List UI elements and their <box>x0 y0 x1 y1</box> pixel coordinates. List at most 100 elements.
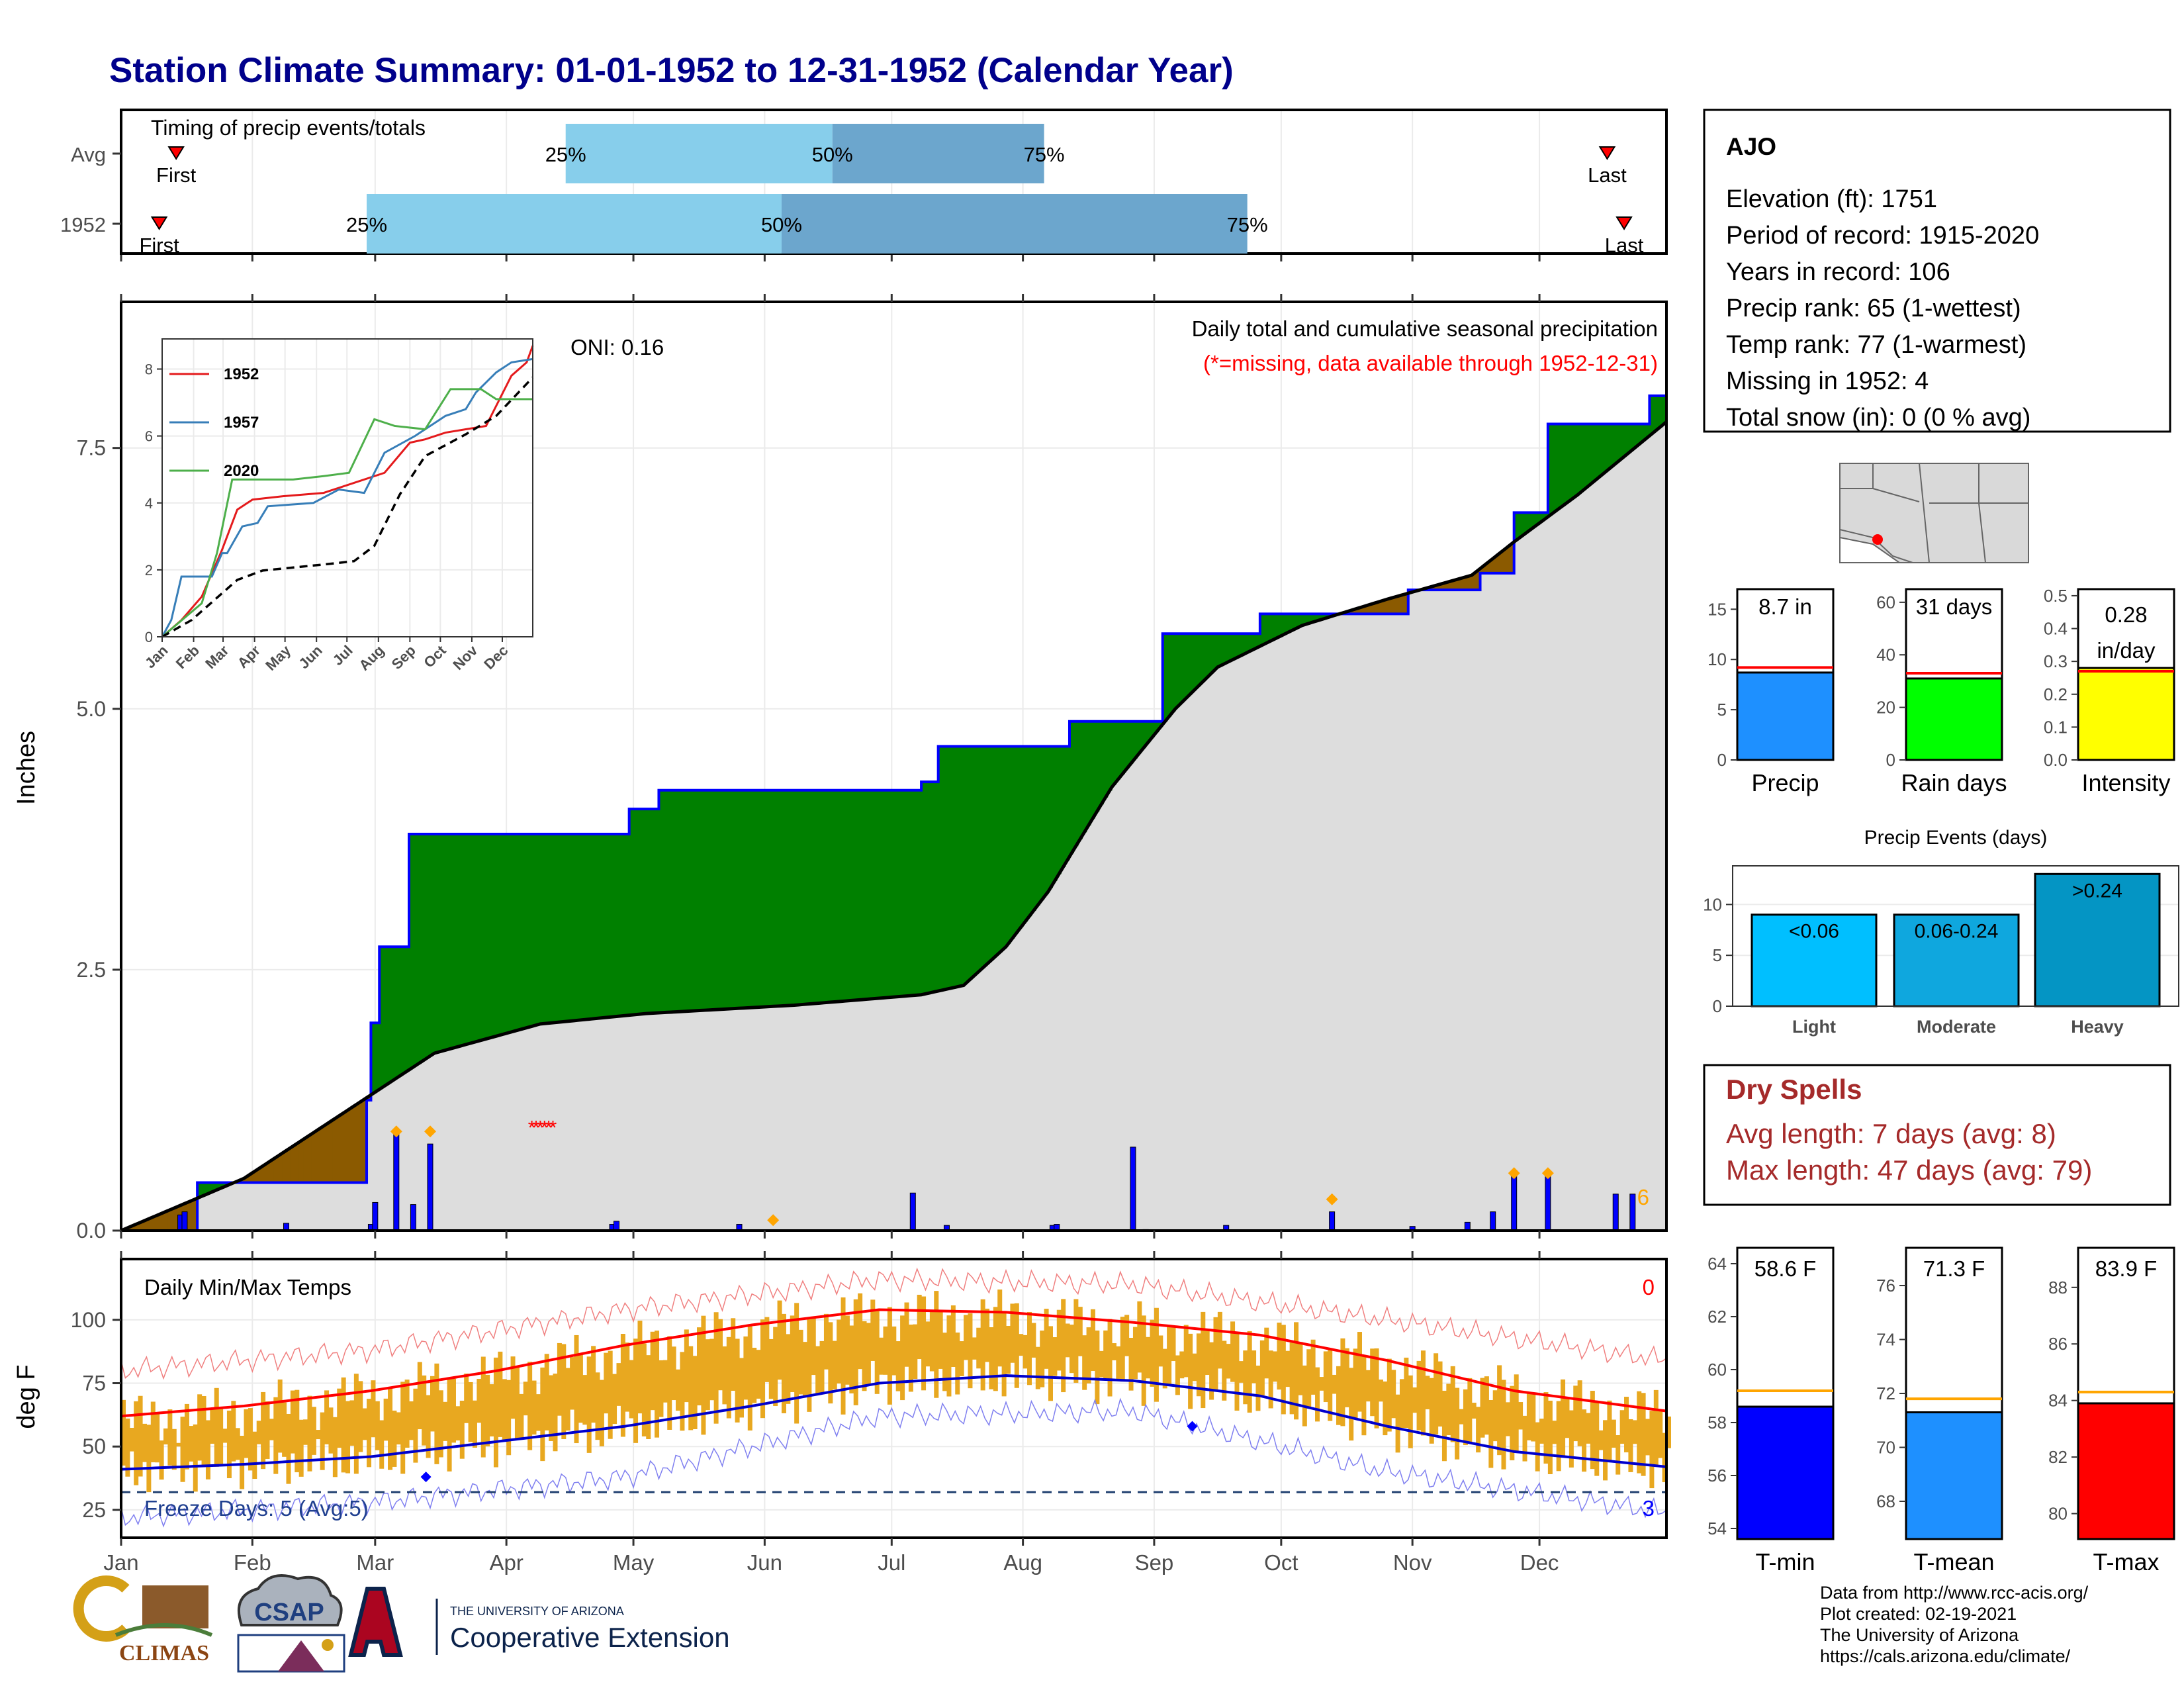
above-average-fill <box>743 790 749 1008</box>
events-tick-label: 0 <box>1713 996 1722 1016</box>
daily-temp-range-bar <box>480 1356 486 1458</box>
below-average-fill <box>269 1160 274 1183</box>
daily-temp-range-bar <box>155 1413 160 1463</box>
above-average-fill <box>1107 721 1113 791</box>
below-average-fill <box>167 1209 173 1231</box>
above-average-fill <box>455 833 461 1047</box>
daily-temp-range-bar <box>1637 1391 1642 1474</box>
daily-temp-range-bar <box>531 1380 537 1435</box>
first-event-marker <box>167 146 185 160</box>
daily-temp-range-bar <box>477 1378 482 1423</box>
daily-temp-range-bar <box>773 1327 778 1407</box>
first-event-label: First <box>156 164 197 187</box>
above-average-fill <box>422 833 427 1060</box>
temp-bar-value <box>1905 1411 2003 1540</box>
daily-temp-range-bar <box>222 1429 228 1443</box>
above-average-fill <box>917 790 922 995</box>
daily-temp-range-bar <box>519 1393 524 1439</box>
daily-temp-range-bar <box>586 1356 592 1453</box>
daily-temp-range-bar <box>514 1367 520 1440</box>
inset-legend-label: 1952 <box>224 365 259 383</box>
daily-temp-range-bar <box>189 1426 194 1462</box>
daily-temp-range-bar <box>1192 1353 1197 1382</box>
footer-line: Plot created: 02-19-2021 <box>1820 1604 2017 1624</box>
above-average-fill <box>1171 633 1176 712</box>
below-average-fill <box>273 1157 279 1183</box>
above-average-fill <box>1090 721 1095 819</box>
above-average-fill <box>222 1182 228 1187</box>
daily-temp-range-bar <box>1154 1307 1159 1402</box>
above-average-fill <box>1183 633 1189 699</box>
daily-temp-range-bar <box>1077 1307 1083 1356</box>
month-label: Jul <box>878 1550 905 1575</box>
temp-bar-tick-label: 76 <box>1876 1276 1895 1295</box>
above-average-fill <box>1010 746 1015 939</box>
daily-temp-range-bar <box>828 1322 833 1404</box>
above-average-fill <box>1289 614 1295 631</box>
events-frame <box>1732 865 2179 1007</box>
temp-count-bottom: 3 <box>1643 1496 1655 1521</box>
above-average-fill <box>637 809 643 1015</box>
daily-temp-range-bar <box>510 1356 516 1419</box>
mini-bar-tick-label: 0 <box>1886 750 1895 770</box>
daily-temp-range-bar <box>493 1357 498 1468</box>
above-average-fill <box>659 790 664 1013</box>
daily-temp-range-bar <box>692 1356 698 1429</box>
station-info-line: Temp rank: 77 (1-warmest) <box>1726 331 2026 359</box>
above-average-fill <box>1065 746 1070 861</box>
daily-temp-range-bar <box>1590 1391 1595 1470</box>
daily-temp-range-bar <box>311 1407 316 1455</box>
daily-temp-range-bar <box>472 1400 477 1448</box>
daily-temp-range-bar <box>1450 1366 1455 1442</box>
daily-temp-range-bar <box>1565 1398 1570 1438</box>
below-average-fill <box>324 1124 330 1183</box>
daily-temp-range-bar <box>891 1326 897 1376</box>
mini-bar-value-text: 31 days <box>1916 594 1993 619</box>
timing-q50-label: 50% <box>812 143 853 166</box>
daily-temp-range-bar <box>180 1417 185 1482</box>
station-location-dot <box>1872 534 1883 545</box>
above-average-fill <box>1128 721 1134 764</box>
above-average-fill <box>718 790 723 1009</box>
daily-temp-range-bar <box>655 1331 660 1438</box>
daily-temp-range-bar <box>1387 1358 1392 1432</box>
precip-ytick-label: 0.0 <box>77 1219 106 1243</box>
above-average-fill <box>1637 424 1642 445</box>
daily-temp-range-bar <box>620 1334 625 1437</box>
daily-temp-range-bar <box>1099 1350 1104 1378</box>
above-average-fill <box>523 833 528 1029</box>
daily-temp-range-bar <box>1183 1325 1189 1378</box>
above-average-fill <box>1255 633 1261 647</box>
below-average-fill <box>171 1208 177 1231</box>
daily-temp-range-bar <box>1404 1357 1409 1429</box>
daily-temp-range-bar <box>265 1401 270 1459</box>
below-average-fill <box>328 1121 334 1183</box>
inset-month-label: Mar <box>202 642 232 673</box>
daily-temp-range-bar <box>1399 1379 1404 1429</box>
daily-temp-range-bar <box>811 1318 816 1376</box>
daily-temp-range-bar <box>159 1440 164 1480</box>
last-event-label: Last <box>1588 164 1627 187</box>
daily-temp-range-bar <box>705 1339 710 1411</box>
below-average-fill <box>1395 596 1400 614</box>
above-average-fill <box>599 833 604 1018</box>
above-average-fill <box>1565 424 1570 503</box>
daily-temp-range-bar <box>1264 1327 1269 1379</box>
daily-temp-range-bar <box>1095 1330 1100 1405</box>
above-average-fill <box>879 790 884 998</box>
above-average-fill <box>413 833 418 1066</box>
above-average-fill <box>1561 424 1566 506</box>
below-average-fill <box>345 1110 351 1183</box>
daily-temp-range-bar <box>277 1379 283 1453</box>
daily-temp-range-bar <box>650 1331 655 1411</box>
above-average-fill <box>549 833 554 1023</box>
above-average-fill <box>798 790 803 1005</box>
month-label: Nov <box>1393 1550 1432 1575</box>
mini-bar-label: Precip <box>1751 769 1819 796</box>
above-average-fill <box>557 833 562 1023</box>
daily-temp-range-bar <box>468 1382 473 1442</box>
daily-temp-range-bar <box>1649 1411 1655 1489</box>
above-average-fill <box>676 790 681 1012</box>
daily-temp-range-bar <box>1488 1400 1494 1468</box>
above-average-fill <box>205 1182 210 1194</box>
